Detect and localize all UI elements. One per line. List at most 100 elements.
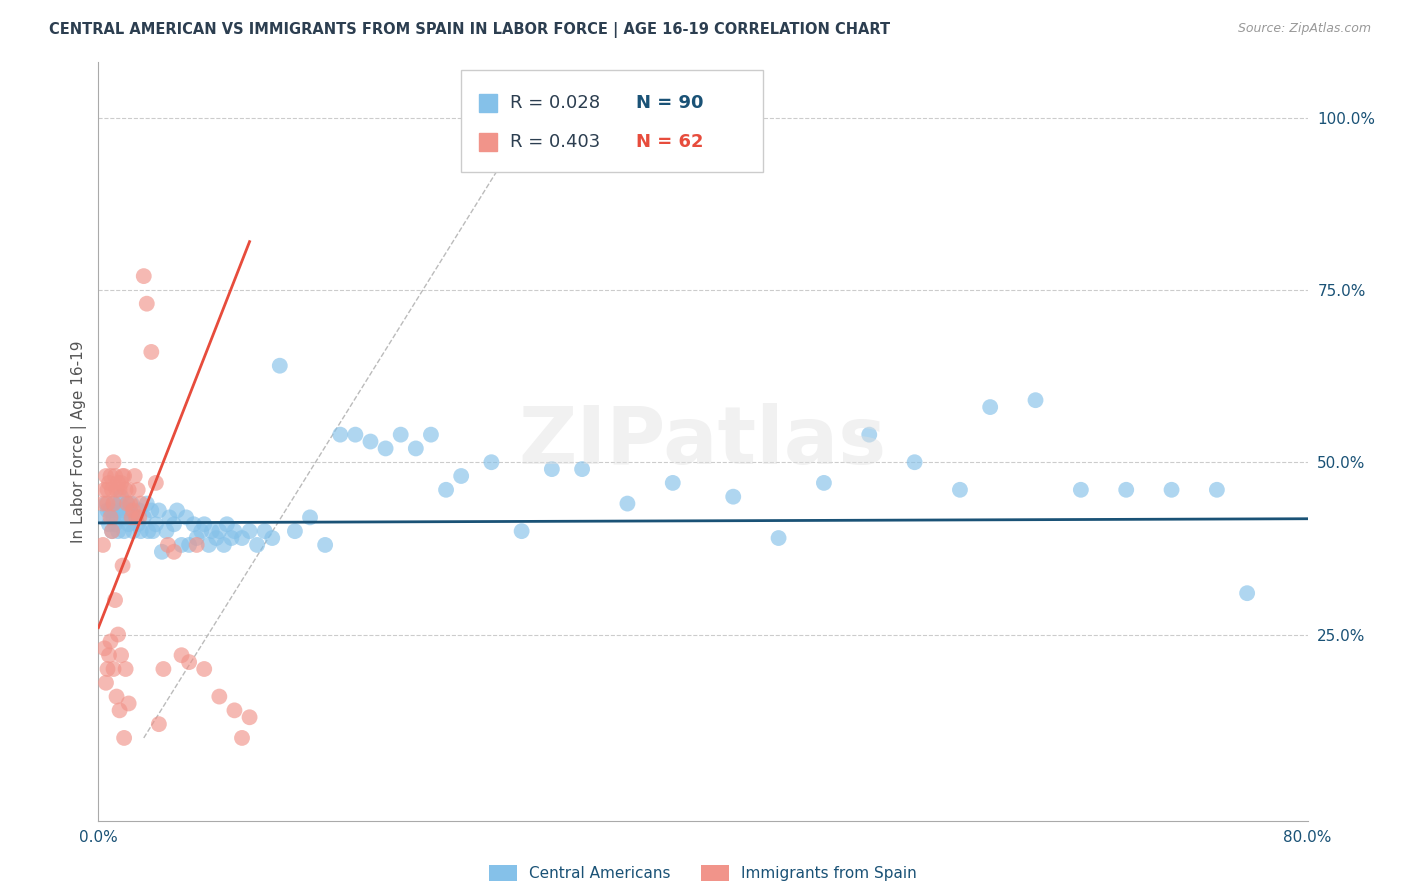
Point <box>813 475 835 490</box>
Point <box>110 490 132 504</box>
Point <box>159 510 181 524</box>
Point <box>193 662 215 676</box>
Point <box>111 469 134 483</box>
Point <box>104 469 127 483</box>
Text: R = 0.028: R = 0.028 <box>509 94 600 112</box>
Point <box>101 524 124 538</box>
Point <box>174 510 197 524</box>
Point <box>136 524 159 538</box>
Point <box>450 469 472 483</box>
Point <box>170 648 193 663</box>
Point <box>661 475 683 490</box>
Point <box>141 503 163 517</box>
Point <box>224 524 246 538</box>
Point <box>179 538 201 552</box>
Point <box>262 531 284 545</box>
Text: N = 90: N = 90 <box>637 94 704 112</box>
Point <box>111 558 134 573</box>
Point <box>224 703 246 717</box>
Point <box>163 545 186 559</box>
Point <box>129 497 152 511</box>
Point <box>128 503 150 517</box>
Point <box>186 538 208 552</box>
Point <box>125 510 148 524</box>
Point <box>115 497 138 511</box>
Point <box>118 483 141 497</box>
Point <box>768 531 790 545</box>
Point <box>481 455 503 469</box>
Point <box>118 517 141 532</box>
Point <box>98 475 121 490</box>
Point <box>96 503 118 517</box>
Point <box>103 497 125 511</box>
Text: R = 0.403: R = 0.403 <box>509 133 600 151</box>
Point <box>193 517 215 532</box>
Point <box>142 524 165 538</box>
Point <box>112 469 135 483</box>
Legend: Central Americans, Immigrants from Spain: Central Americans, Immigrants from Spain <box>489 865 917 881</box>
Point <box>107 524 129 538</box>
Point <box>186 531 208 545</box>
Point <box>510 524 533 538</box>
Point <box>104 593 127 607</box>
Point <box>94 675 117 690</box>
Point <box>115 497 138 511</box>
Point <box>190 524 212 538</box>
Point <box>91 538 114 552</box>
Point <box>100 469 122 483</box>
Point <box>299 510 322 524</box>
Point <box>148 503 170 517</box>
Point <box>166 503 188 517</box>
Point <box>121 510 143 524</box>
Point <box>103 497 125 511</box>
Point <box>101 524 124 538</box>
Point <box>389 427 412 442</box>
Point <box>344 427 367 442</box>
Point <box>246 538 269 552</box>
Point <box>100 634 122 648</box>
Point <box>231 531 253 545</box>
Point <box>94 497 117 511</box>
Point <box>104 517 127 532</box>
Point <box>128 510 150 524</box>
Point <box>163 517 186 532</box>
Point <box>135 296 157 310</box>
Point <box>101 483 124 497</box>
Point <box>98 517 121 532</box>
Point <box>103 662 125 676</box>
Point <box>121 497 143 511</box>
Point <box>1206 483 1229 497</box>
Point <box>148 717 170 731</box>
Point <box>1024 393 1046 408</box>
Point <box>420 427 443 442</box>
Point <box>616 497 638 511</box>
Point <box>105 503 128 517</box>
Point <box>129 524 152 538</box>
Point <box>108 483 131 497</box>
Point <box>96 483 118 497</box>
Point <box>107 475 129 490</box>
Point <box>201 524 224 538</box>
Point <box>132 510 155 524</box>
Point <box>405 442 427 456</box>
Point <box>108 703 131 717</box>
Y-axis label: In Labor Force | Age 16-19: In Labor Force | Age 16-19 <box>72 340 87 543</box>
Point <box>208 524 231 538</box>
Point <box>103 510 125 524</box>
Point <box>329 427 352 442</box>
Point <box>152 662 174 676</box>
Point <box>127 517 149 532</box>
Point <box>208 690 231 704</box>
Point <box>132 269 155 284</box>
Point <box>122 524 145 538</box>
Point <box>105 483 128 497</box>
Point <box>112 524 135 538</box>
Point <box>105 690 128 704</box>
Point <box>239 524 262 538</box>
Point <box>120 497 142 511</box>
Point <box>215 517 238 532</box>
Point <box>93 641 115 656</box>
Point <box>1236 586 1258 600</box>
Point <box>110 475 132 490</box>
Point <box>1160 483 1182 497</box>
